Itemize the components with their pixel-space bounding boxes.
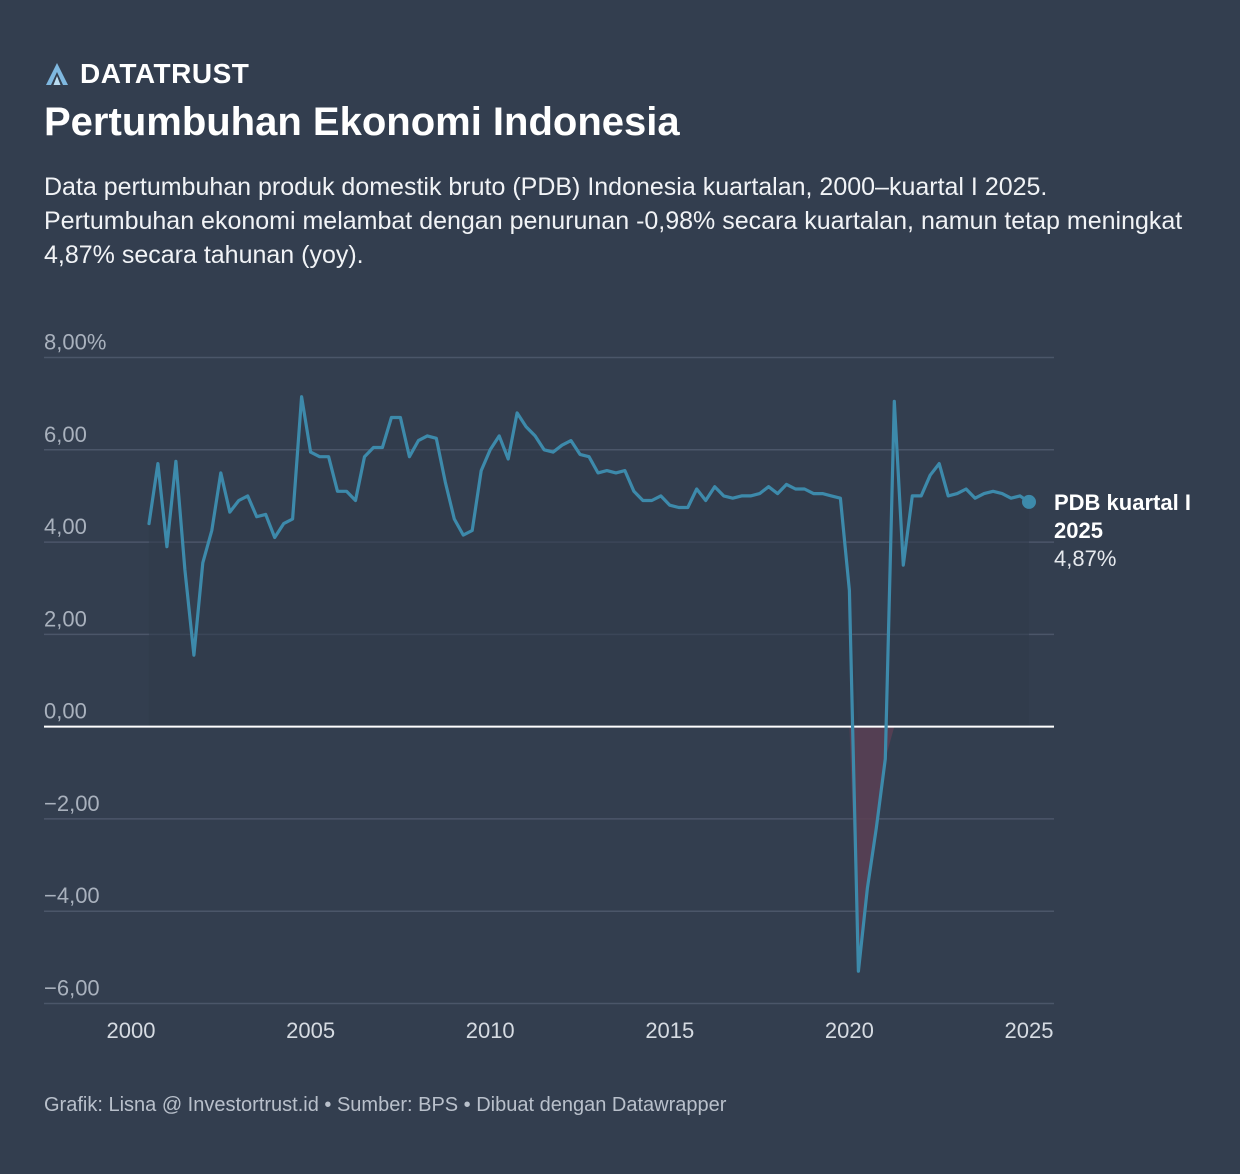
gdp-growth-line [147, 395, 1031, 973]
y-tick-label: 8,00% [44, 330, 106, 355]
y-tick-label: −6,00 [44, 976, 100, 1001]
brand: DATATRUST [44, 58, 249, 90]
y-tick-label: −2,00 [44, 791, 100, 816]
end-annotation: PDB kuartal I 2025 4,87% [1022, 490, 1191, 571]
line-chart: 8,00% 6,00 4,00 2,00 0,00 −2,00 −4,00 −6,00 200… [44, 330, 1191, 1043]
x-tick-label: 2020 [825, 1018, 874, 1043]
x-tick-label: 2005 [286, 1018, 335, 1043]
datatrust-a-logo-icon [46, 63, 68, 85]
annotation-value-label: 4,87% [1054, 546, 1116, 571]
negative-area-fill [148, 726, 1029, 972]
end-point-marker [1022, 494, 1036, 509]
annotation-label-line2: 2025 [1054, 518, 1103, 543]
x-tick-label: 2025 [1005, 1018, 1054, 1043]
brand-name: DATATRUST [80, 58, 250, 89]
footer-credits: Grafik: Lisna @ Investortrust.id • Sumbe… [44, 1094, 727, 1116]
y-tick-label: −4,00 [44, 883, 100, 908]
y-axis-tick-labels: 8,00% 6,00 4,00 2,00 0,00 −2,00 −4,00 −6,00 [44, 330, 106, 1001]
y-tick-label: 4,00 [44, 514, 87, 539]
y-tick-label: 2,00 [44, 606, 87, 631]
page-title: Pertumbuhan Ekonomi Indonesia [44, 100, 680, 144]
positive-area-fill [148, 396, 1029, 727]
y-tick-label: 6,00 [44, 422, 87, 447]
x-tick-label: 2010 [466, 1018, 515, 1043]
subtitle: Data pertumbuhan produk domestik bruto (… [44, 173, 1183, 269]
x-tick-label: 2000 [107, 1018, 156, 1043]
annotation-label-line1: PDB kuartal I [1054, 490, 1191, 515]
series-lines [147, 395, 1031, 973]
y-tick-label: 0,00 [44, 699, 87, 724]
x-tick-label: 2015 [645, 1018, 694, 1043]
x-axis-tick-labels: 2000 2005 2010 2015 2020 2025 [107, 1018, 1054, 1043]
area-fills [148, 396, 1029, 972]
